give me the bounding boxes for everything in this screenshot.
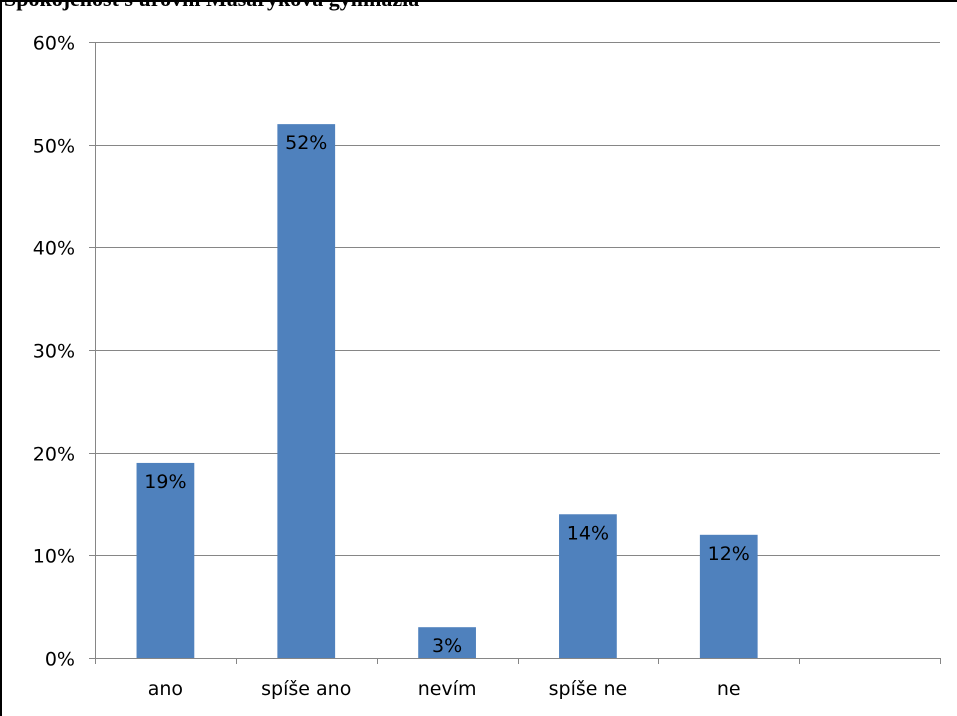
- bar: [136, 462, 195, 658]
- labels: 0% 10% 20% 30% 40% 50% 60% 19% ano 52% spíše ano 3%…: [33, 33, 750, 701]
- bar: [277, 124, 336, 659]
- y-tick-label: 20%: [33, 444, 75, 466]
- y-tick-label: 60%: [33, 33, 75, 55]
- data-label: 3%: [432, 635, 462, 657]
- category-label: nevím: [418, 678, 477, 700]
- y-tick-label: 10%: [33, 546, 75, 568]
- bar: [559, 514, 617, 658]
- bar: [418, 627, 476, 658]
- axes: [89, 42, 941, 664]
- y-tick-label: 30%: [33, 341, 75, 363]
- category-label: ne: [717, 678, 741, 700]
- data-label: 52%: [285, 132, 327, 154]
- gridlines: [89, 42, 940, 556]
- y-tick-label: 50%: [33, 136, 75, 158]
- y-tick-label: 0%: [45, 649, 75, 671]
- category-label: spíše ne: [549, 678, 628, 700]
- category-label: spíše ano: [261, 678, 351, 700]
- data-label: 19%: [144, 471, 186, 493]
- chart-title: Spokojenost s úrovní Masarykova gymnázia: [4, 0, 419, 12]
- y-tick-label: 40%: [33, 238, 75, 260]
- data-label: 12%: [708, 543, 750, 565]
- category-label: ano: [148, 678, 183, 700]
- data-label: 14%: [567, 522, 609, 544]
- bars: [136, 124, 758, 659]
- bar: [699, 534, 758, 658]
